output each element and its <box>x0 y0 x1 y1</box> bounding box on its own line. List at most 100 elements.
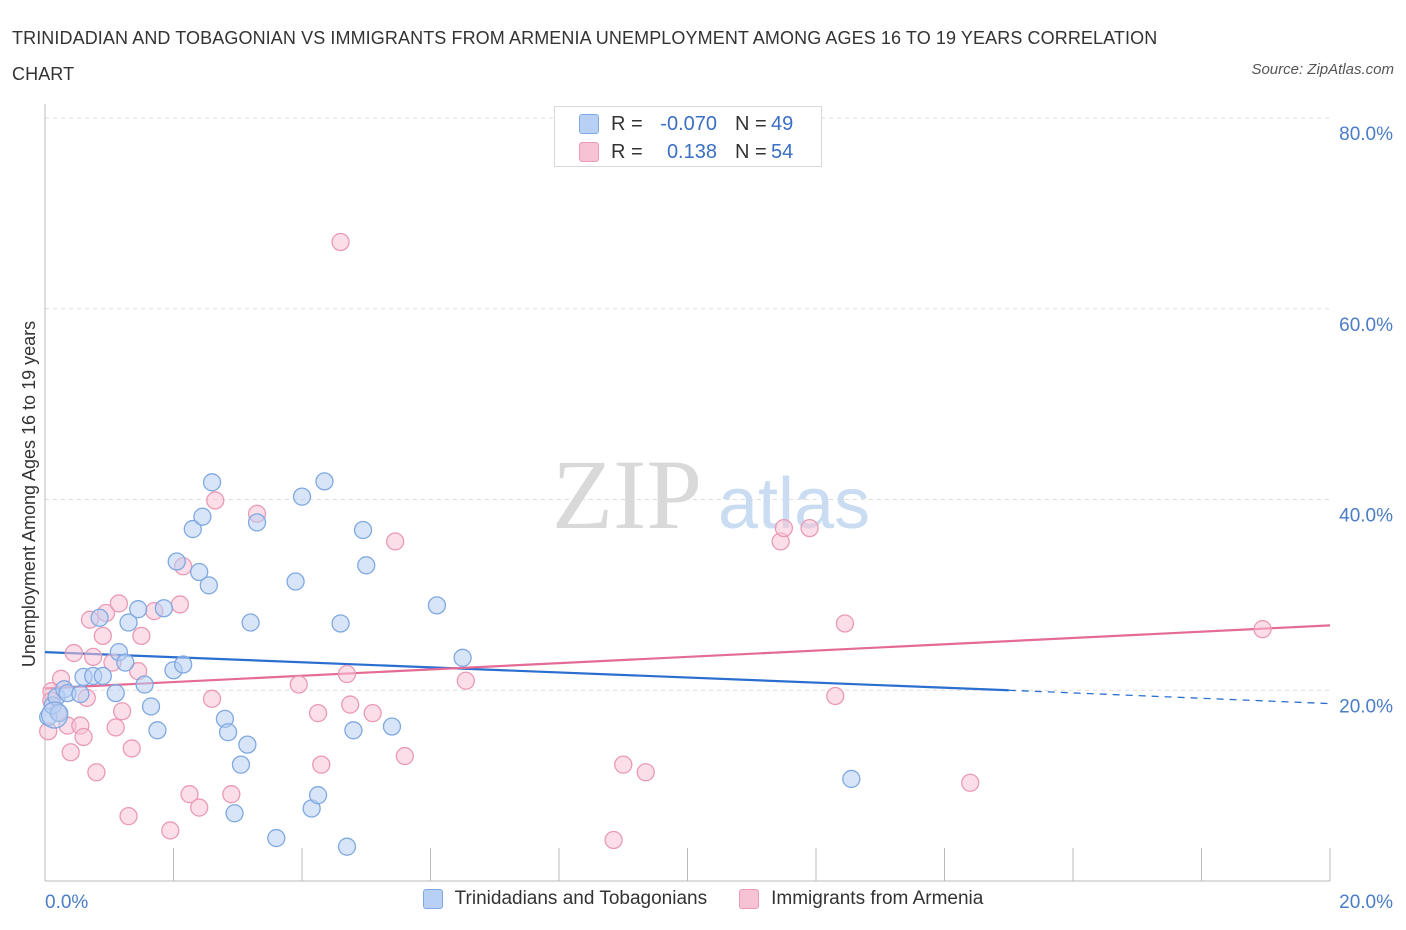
y-tick-label: 80.0% <box>1339 124 1393 145</box>
r-value: 0.138 <box>666 140 717 163</box>
trinidadian-point <box>167 552 186 571</box>
armenia-trend-line <box>44 624 1331 690</box>
trinidadian-point <box>238 735 257 754</box>
series-legend: Trinidadians and Tobagonians Immigrants … <box>0 888 1406 910</box>
trinidadian-point <box>453 648 472 667</box>
pink-swatch <box>739 889 760 909</box>
armenia-point <box>109 594 129 613</box>
armenia-point <box>604 830 623 850</box>
legend-label: Trinidadians and Tobagonians <box>454 888 708 909</box>
grid-layer <box>45 117 1330 691</box>
armenia-point <box>826 686 845 706</box>
armenia-point <box>614 755 633 774</box>
points-layer <box>39 232 1272 856</box>
trinidadian-point <box>135 675 154 694</box>
armenia-point <box>74 727 93 747</box>
trinidadian-point <box>286 572 305 591</box>
n-label: N = <box>735 112 767 135</box>
armenia-point <box>386 532 405 551</box>
trinidadian-trend-line <box>44 651 1009 692</box>
trinidadian-point <box>154 599 174 618</box>
blue-swatch <box>579 114 599 134</box>
r-label: R = <box>611 112 643 135</box>
trinidadian-point <box>119 613 138 632</box>
trinidadian-point <box>129 600 148 619</box>
trinidadian-point <box>241 613 260 632</box>
armenia-point <box>961 773 980 792</box>
armenia-point <box>206 491 225 510</box>
armenia-point <box>112 702 132 721</box>
armenia-point <box>122 739 141 758</box>
trinidadian-point <box>315 472 334 491</box>
trinidadian-point <box>225 804 244 823</box>
trinidadian-point <box>308 786 328 805</box>
trinidadian-point <box>231 755 251 774</box>
y-tick-label: 20.0% <box>1339 696 1393 717</box>
trinidadian-point <box>148 721 167 740</box>
chart-source: Source: ZipAtlas.com <box>1251 61 1394 78</box>
armenia-point <box>106 718 125 737</box>
stats-row-trinidadian: R = -0.070 N = 49 <box>579 111 793 137</box>
trinidadian-point <box>202 473 222 492</box>
armenia-point <box>180 785 199 804</box>
y-axis-label: Unemployment Among Ages 16 to 19 years <box>19 321 39 667</box>
armenia-point <box>312 755 331 774</box>
watermark-atlas: atlas <box>718 464 870 544</box>
armenia-point <box>337 664 357 684</box>
r-value: -0.070 <box>660 112 717 135</box>
trinidadian-point <box>267 828 286 848</box>
armenia-point <box>800 518 819 538</box>
legend-item-armenia[interactable]: Immigrants from Armenia <box>739 888 983 910</box>
trinidadian-point <box>842 769 861 789</box>
blue-swatch <box>422 889 443 909</box>
trinidadian-point <box>183 519 202 539</box>
trinidadian-point <box>337 837 357 856</box>
armenia-point <box>170 595 190 614</box>
armenia-point <box>161 821 180 840</box>
armenia-point <box>774 518 794 538</box>
trinidadian-point <box>90 608 109 627</box>
trinidadian-point <box>173 655 193 674</box>
trinidadian-point <box>106 683 125 703</box>
armenia-point <box>395 746 414 766</box>
armenia-point <box>61 743 80 762</box>
trinidadian-point <box>247 513 267 532</box>
trinidadian-point <box>141 697 161 716</box>
trinidadian-point <box>357 556 376 575</box>
trinidadian-point <box>218 723 238 742</box>
x-tick-label: 20.0% <box>1339 892 1393 913</box>
trinidadian-point <box>116 653 135 672</box>
trinidadian-point <box>71 684 90 704</box>
legend-label: Immigrants from Armenia <box>771 888 984 909</box>
armenia-point <box>308 703 328 723</box>
armenia-point <box>84 647 103 667</box>
n-value: 54 <box>771 140 794 163</box>
armenia-point <box>132 626 151 646</box>
armenia-point <box>1253 620 1272 639</box>
armenia-point <box>456 671 475 690</box>
tick-label-layer: 20.0% 40.0% 60.0% 80.0% 0.0% 20.0% <box>45 124 1393 913</box>
x-tick-label: 0.0% <box>45 892 88 913</box>
trinidadian-point <box>427 596 447 615</box>
pink-swatch <box>579 142 599 162</box>
trinidadian-point <box>292 487 312 506</box>
armenia-point <box>289 675 308 694</box>
armenia-point <box>331 232 350 252</box>
y-tick-label: 60.0% <box>1339 315 1393 336</box>
n-value: 49 <box>771 112 794 135</box>
trinidadian-point <box>353 520 373 540</box>
legend-item-trinidadian[interactable]: Trinidadians and Tobagonians <box>422 888 708 910</box>
trinidadian-cluster-point <box>40 701 69 729</box>
n-label: N = <box>735 140 767 163</box>
trend-layer <box>44 624 1331 705</box>
armenia-point <box>119 806 138 826</box>
chart-title: TRINIDADIAN AND TOBAGONIAN VS IMMIGRANTS… <box>12 28 1158 84</box>
stats-row-armenia: R = 0.138 N = 54 <box>579 139 793 165</box>
armenia-point <box>341 695 360 714</box>
armenia-point <box>202 689 222 708</box>
trinidadian-point <box>190 562 209 582</box>
trinidadian-trend-extension <box>1008 689 1331 705</box>
trinidadian-point <box>382 717 402 736</box>
stats-legend: R = -0.070 N = 49 R = 0.138 N = 54 <box>554 106 822 167</box>
